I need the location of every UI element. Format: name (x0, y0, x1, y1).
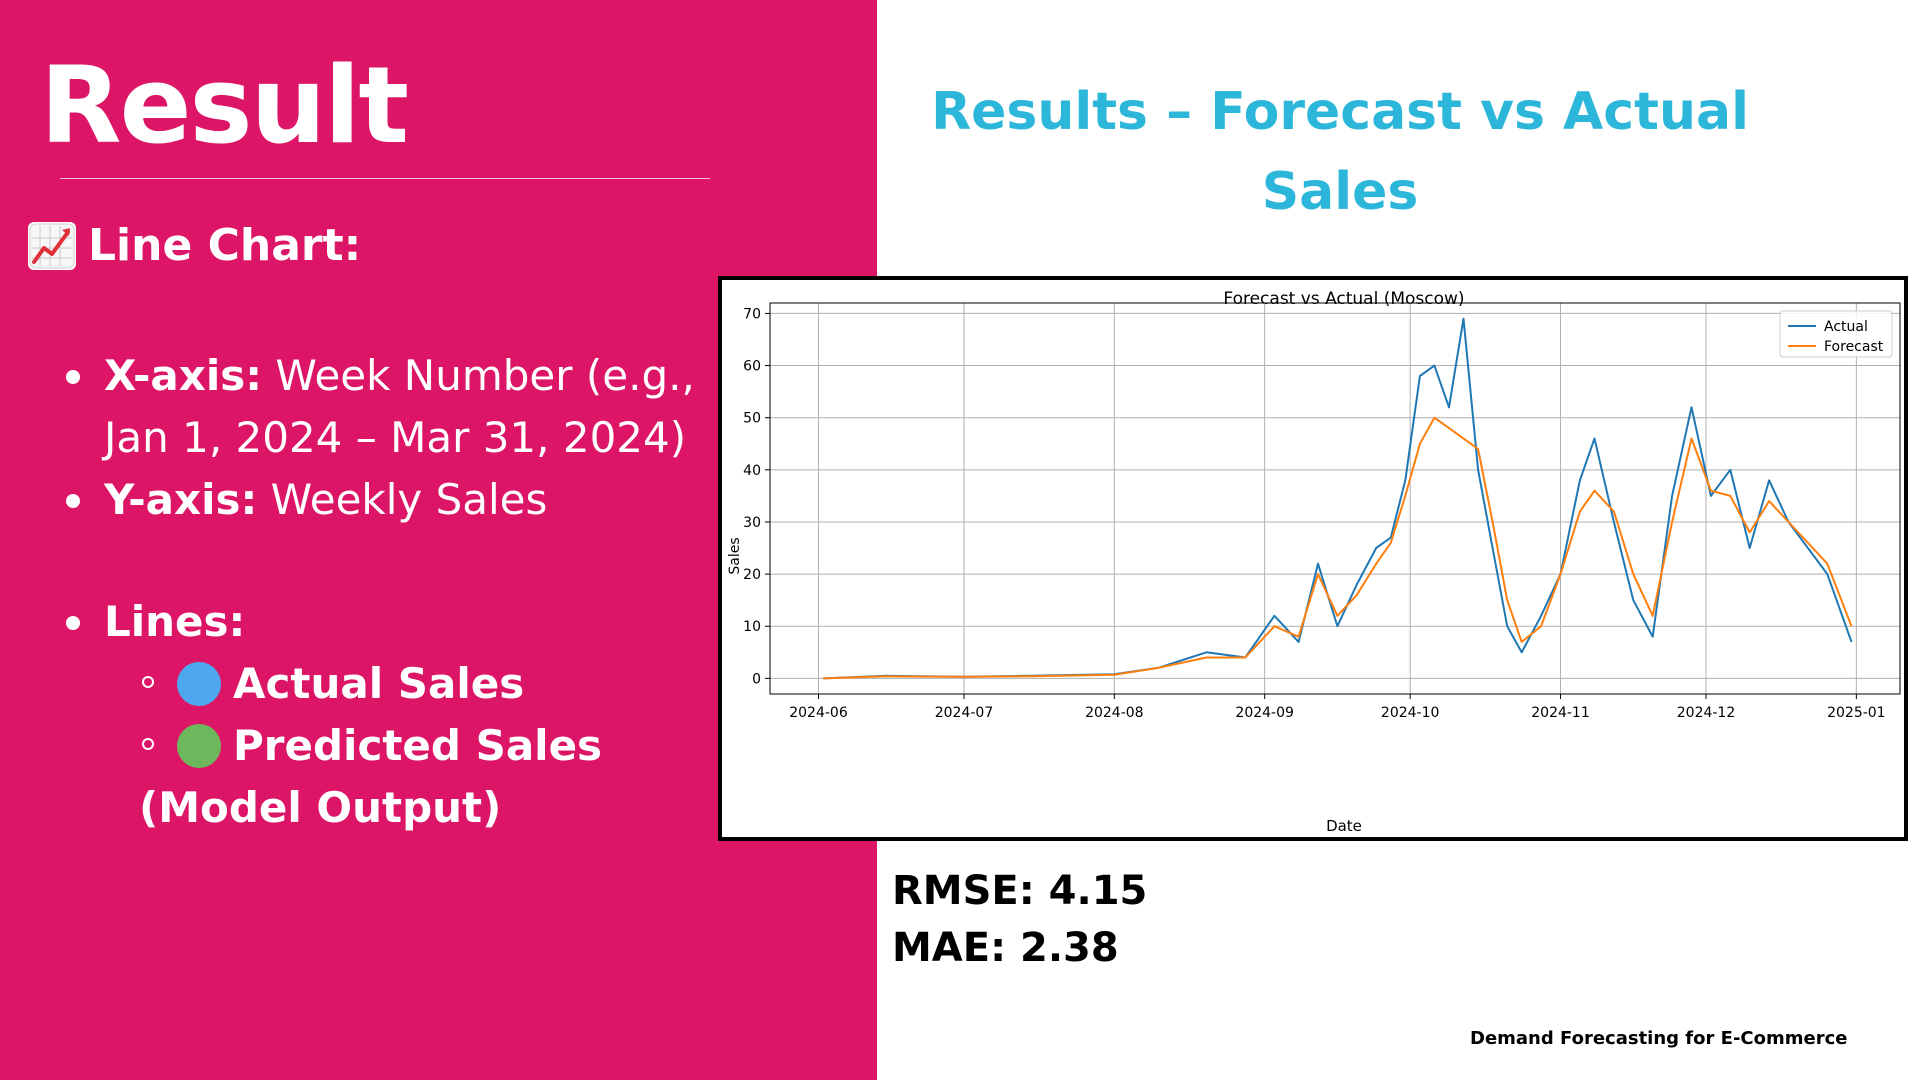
legend-label: Forecast (1824, 339, 1884, 355)
chart-heading: Results – Forecast vs Actual Sales (930, 72, 1750, 232)
grid-layer (770, 303, 1900, 694)
axes-layer: 0 10 20 30 40 50 60 70 2024-06 2024-07 2024-08 2024… (743, 302, 1901, 721)
sub-bullet-actual: Actual Sales (62, 653, 762, 715)
title-divider (60, 178, 710, 179)
chart-increasing-emoji-icon (28, 221, 76, 270)
series-line-actual (823, 317, 1853, 680)
green-circle-icon (177, 724, 221, 768)
series-layer (823, 317, 1853, 680)
y-tick-label: 70 (743, 306, 761, 322)
bullet-list: X-axis: Week Number (e.g., Jan 1, 2024 –… (62, 345, 762, 839)
x-axis-label: X-axis: (104, 351, 263, 400)
x-tick-label: 2024-07 (935, 705, 994, 721)
x-axis-text-1: Week Number (e.g., (275, 351, 695, 400)
bullet-dot (66, 616, 80, 630)
y-tick-label: 40 (743, 463, 761, 479)
y-axis-label: Y-axis: (104, 475, 258, 524)
bullet-y-axis: Y-axis: Weekly Sales (62, 469, 762, 531)
x-axis-text-2: Jan 1, 2024 – Mar 31, 2024) (104, 413, 687, 462)
sub-bullet-predicted-cont: (Model Output) (62, 777, 762, 839)
y-axis-title: Sales (727, 537, 743, 574)
bullet-lines: Lines: (62, 591, 762, 653)
sub-bullet-ring (142, 738, 154, 750)
section-heading: Line Chart: (28, 220, 361, 271)
y-tick-label: 20 (743, 567, 761, 583)
chart-title: Forecast vs Actual (Moscow) (1223, 289, 1464, 309)
x-tick-label: 2024-11 (1531, 705, 1590, 721)
y-tick-label: 50 (743, 411, 761, 427)
x-tick-label: 2025-01 (1827, 705, 1886, 721)
actual-sales-label: Actual Sales (233, 659, 525, 708)
legend-label: Actual (1824, 319, 1868, 335)
bullet-x-axis: X-axis: Week Number (e.g., Jan 1, 2024 –… (62, 345, 762, 469)
model-output-label: (Model Output) (139, 783, 502, 832)
chart-heading-line1: Results – Forecast vs Actual (931, 82, 1749, 142)
sub-bullet-predicted: Predicted Sales (62, 715, 762, 777)
bullet-dot (66, 370, 80, 384)
section-heading-label: Line Chart: (88, 220, 362, 271)
y-axis-text: Weekly Sales (270, 475, 548, 524)
bullet-dot (66, 494, 80, 508)
x-tick-label: 2024-10 (1381, 705, 1440, 721)
y-tick-label: 30 (743, 515, 761, 531)
y-tick-label: 0 (752, 671, 761, 687)
mae-metric: MAE: 2.38 (892, 925, 1119, 971)
spacer (62, 531, 762, 591)
footer-caption: Demand Forecasting for E-Commerce (1470, 1028, 1848, 1049)
chart-heading-line2: Sales (1261, 162, 1419, 222)
x-axis-title: Date (1326, 817, 1362, 835)
blue-circle-icon (177, 662, 221, 706)
rmse-metric: RMSE: 4.15 (892, 868, 1148, 914)
series-line-forecast (823, 416, 1853, 680)
x-tick-label: 2024-08 (1085, 705, 1144, 721)
chart-legend: Actual Forecast (1779, 310, 1893, 358)
plot-area-frame (769, 302, 1901, 695)
forecast-vs-actual-chart: Forecast vs Actual (Moscow) 0 10 20 30 40 50 6… (727, 289, 1901, 835)
predicted-sales-label: Predicted Sales (233, 721, 603, 770)
slide-title: Result (40, 44, 409, 167)
y-tick-label: 10 (743, 619, 761, 635)
x-tick-label: 2024-09 (1235, 705, 1294, 721)
x-tick-label: 2024-12 (1677, 705, 1736, 721)
chart-frame: Forecast vs Actual (Moscow) 0 10 20 30 40 50 6… (718, 276, 1908, 841)
y-tick-label: 60 (743, 359, 761, 375)
sub-bullet-ring (142, 676, 154, 688)
x-tick-label: 2024-06 (789, 705, 848, 721)
lines-label: Lines: (104, 597, 246, 646)
